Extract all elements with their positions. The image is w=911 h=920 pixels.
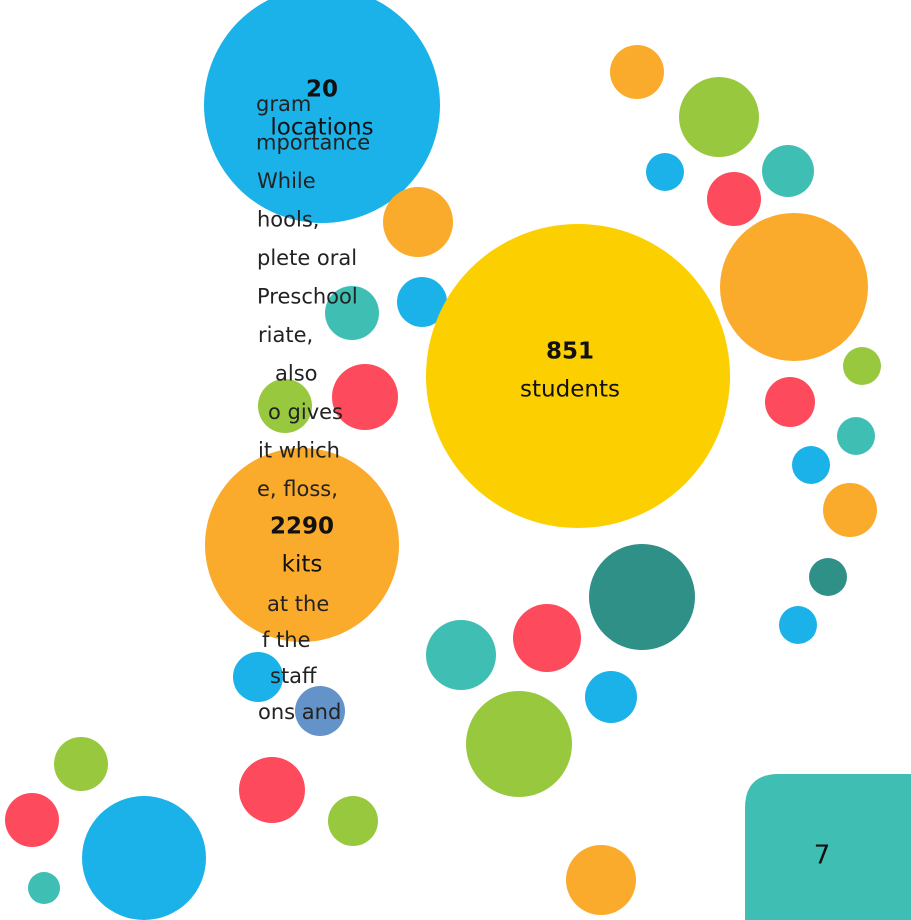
decorative-circles: [5, 0, 881, 920]
bubble: [765, 377, 815, 427]
bubble: [720, 213, 868, 361]
bubble: [383, 187, 453, 257]
stat-label: kits: [282, 552, 323, 578]
bubble: [707, 172, 761, 226]
bubble: [328, 796, 378, 846]
bubble: [54, 737, 108, 791]
bubble: [397, 277, 447, 327]
text-line: plete oral: [257, 246, 357, 270]
bubble: [843, 347, 881, 385]
bubble: [566, 845, 636, 915]
paragraph: at the f the staff ons and: [258, 592, 341, 724]
bubble: [233, 652, 283, 702]
bubble: [332, 364, 398, 430]
text-line: hools,: [257, 208, 319, 232]
stat-label: students: [520, 377, 620, 403]
page-number: 7: [814, 841, 831, 871]
bubble: [426, 224, 730, 528]
bubble: [466, 691, 572, 797]
bubble: [809, 558, 847, 596]
bubble: [589, 544, 695, 650]
bubble: [585, 671, 637, 723]
bubble: [610, 45, 664, 99]
bubble: [82, 796, 206, 920]
bubble: [204, 0, 440, 223]
bubble: [779, 606, 817, 644]
stat-number: 2290: [270, 514, 334, 540]
bubble: [513, 604, 581, 672]
bubble: [28, 872, 60, 904]
text-line: mportance: [256, 131, 370, 155]
bubble: [426, 620, 496, 690]
text-line: Preschool: [257, 285, 358, 309]
text-line: o gives: [268, 400, 343, 424]
bubble: [762, 145, 814, 197]
bubble: [325, 286, 379, 340]
text-line: gram: [256, 92, 311, 116]
text-line: also: [275, 362, 318, 386]
text-line: e, floss,: [257, 477, 338, 501]
stat-number: 851: [546, 339, 594, 365]
bubble: [679, 77, 759, 157]
text-line: staff: [270, 664, 317, 688]
bubble: [239, 757, 305, 823]
text-line: While: [257, 169, 316, 193]
text-line: at the: [267, 592, 329, 616]
bubble: [295, 686, 345, 736]
bubble: [258, 379, 312, 433]
bubble: [646, 153, 684, 191]
paragraph: gram mportance While hools, plete oral Presch…: [256, 92, 370, 501]
bubble: [792, 446, 830, 484]
text-line: ons and: [258, 700, 341, 724]
bubble: [837, 417, 875, 455]
text-line: it which: [258, 439, 340, 463]
text-line: f the: [262, 628, 311, 652]
bubble: [823, 483, 877, 537]
text-line: riate,: [258, 323, 313, 347]
stat-number: 20: [306, 77, 338, 103]
bubble: [5, 793, 59, 847]
bubble: [205, 448, 399, 642]
stat-label: locations: [270, 115, 373, 141]
page-number-tab: [745, 774, 911, 920]
